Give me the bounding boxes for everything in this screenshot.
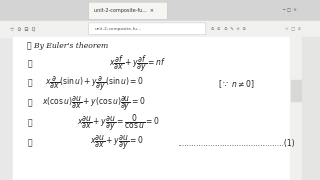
Text: unit-2-composite-fu...  ×: unit-2-composite-fu... × xyxy=(94,8,154,13)
Bar xyxy=(302,37,320,180)
Bar xyxy=(0,0,320,21)
Text: ∴: ∴ xyxy=(27,80,32,88)
Text: $x\dfrac{\partial u}{\partial x} + y\dfrac{\partial u}{\partial y} = \dfrac{0}{\: $x\dfrac{\partial u}{\partial x} + y\dfr… xyxy=(77,113,160,134)
Bar xyxy=(0,21,320,37)
Text: ∴: ∴ xyxy=(27,100,32,107)
Bar xyxy=(13,37,290,180)
Text: ☆  □  ⊙: ☆ □ ⊙ xyxy=(285,27,301,31)
Bar xyxy=(290,37,302,180)
Text: .............................................(1): ........................................… xyxy=(178,139,295,148)
Text: $x(\cos u)\dfrac{\partial u}{\partial x} + y(\cos u)\dfrac{\partial u}{\partial : $x(\cos u)\dfrac{\partial u}{\partial x}… xyxy=(42,94,145,113)
Text: $[\because\ n \neq 0]$: $[\because\ n \neq 0]$ xyxy=(218,78,254,90)
Bar xyxy=(291,80,301,101)
FancyBboxPatch shape xyxy=(89,23,206,35)
Text: $x\dfrac{\partial f}{\partial x} + y\dfrac{\partial f}{\partial y} = nf$: $x\dfrac{\partial f}{\partial x} + y\dfr… xyxy=(109,54,166,74)
Text: ∴ By Euler's theorem: ∴ By Euler's theorem xyxy=(27,42,108,50)
Text: ☆  ⊙  ⊟  Q: ☆ ⊙ ⊟ Q xyxy=(10,26,35,31)
Text: ─  □  ✕: ─ □ ✕ xyxy=(282,8,296,12)
Text: ⊙  ⊙   ⊙  ✎  ☆  ⊙: ⊙ ⊙ ⊙ ✎ ☆ ⊙ xyxy=(211,27,246,31)
Text: $x\dfrac{\partial u}{\partial x} + y\dfrac{\partial u}{\partial y} = 0$: $x\dfrac{\partial u}{\partial x} + y\dfr… xyxy=(90,134,143,152)
Text: unit-2-composite-fu...: unit-2-composite-fu... xyxy=(94,27,141,31)
FancyBboxPatch shape xyxy=(89,2,167,19)
Text: ∴: ∴ xyxy=(27,60,32,68)
Text: $x\dfrac{\partial}{\partial x}(\sin u) + y\dfrac{\partial}{\partial y}(\sin u) =: $x\dfrac{\partial}{\partial x}(\sin u) +… xyxy=(45,75,144,93)
Text: ∴: ∴ xyxy=(27,139,32,147)
Text: ∴: ∴ xyxy=(27,119,32,127)
